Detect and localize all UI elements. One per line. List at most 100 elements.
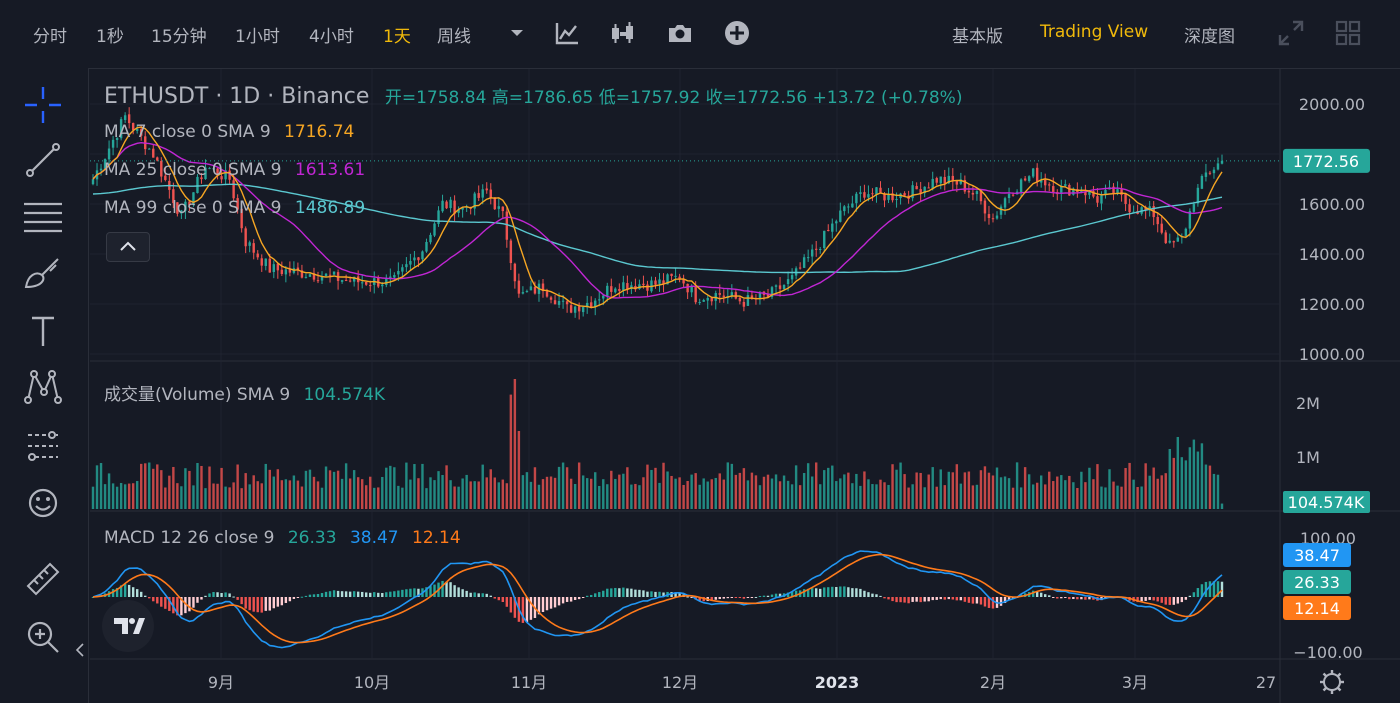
candle	[565, 301, 569, 305]
tradingview-logo[interactable]	[102, 600, 154, 652]
timeframe-1s[interactable]: 1秒	[96, 27, 124, 47]
pattern-icon[interactable]	[22, 366, 64, 408]
prediction-icon[interactable]	[22, 425, 64, 467]
view-tradingview[interactable]: Trading View	[1040, 22, 1149, 42]
macd-histogram-bar	[654, 591, 657, 597]
volume-bar	[457, 486, 460, 509]
volume-bar	[979, 470, 983, 509]
candle	[999, 206, 1003, 215]
volume-axis-label: 2M	[1296, 394, 1320, 413]
macd-histogram-bar	[650, 591, 653, 597]
candle	[513, 263, 517, 282]
macd-histogram-bar	[646, 591, 649, 597]
macd-histogram-bar	[389, 591, 392, 597]
volume-bar	[557, 466, 561, 509]
view-depth[interactable]: 深度图	[1184, 27, 1235, 47]
volume-bar	[794, 465, 798, 509]
ma7-legend[interactable]: MA 7 close 0 SMA 9 1716.74	[104, 122, 354, 142]
macd-histogram-bar	[553, 597, 557, 608]
brush-icon[interactable]	[22, 253, 64, 295]
volume-bar	[220, 467, 223, 509]
timeframe-1d[interactable]: 1天	[383, 27, 411, 47]
trendline-icon[interactable]	[22, 139, 64, 181]
volume-bar	[598, 485, 601, 509]
macd-histogram-bar	[1136, 597, 1139, 603]
timeframe-week[interactable]: 周线	[437, 27, 471, 47]
candle	[686, 283, 689, 293]
candle	[344, 279, 348, 281]
volume-bar	[212, 483, 215, 509]
fullscreen-icon[interactable]	[1277, 18, 1305, 48]
volume-bar	[352, 470, 356, 509]
settings-gear-icon[interactable]	[1320, 670, 1344, 694]
ma99-legend[interactable]: MA 99 close 0 SMA 9 1486.89	[104, 198, 365, 218]
volume-bar	[260, 483, 263, 509]
timeframe-15m[interactable]: 15分钟	[151, 27, 207, 47]
candle	[931, 178, 934, 189]
timeframe-4h[interactable]: 4小时	[309, 27, 354, 47]
macd-histogram-bar	[1044, 594, 1047, 597]
indicators-icon[interactable]	[553, 18, 581, 48]
macd-histogram-bar	[569, 597, 573, 602]
macd-histogram-bar	[111, 589, 115, 597]
macd-badge-label: 38.47	[1294, 546, 1340, 565]
macd-histogram-bar	[1088, 597, 1091, 600]
candle	[1172, 241, 1175, 243]
macd-histogram-bar	[762, 595, 766, 597]
volume-bar	[971, 485, 975, 509]
timeframe-tick[interactable]: 分时	[33, 27, 67, 47]
fib-icon[interactable]	[22, 196, 64, 238]
macd-histogram-bar	[377, 592, 380, 597]
macd-histogram-bar	[268, 597, 271, 611]
layout-icon[interactable]	[1334, 18, 1362, 48]
camera-icon[interactable]	[666, 18, 694, 48]
candle	[1204, 172, 1208, 177]
emoji-icon[interactable]	[22, 482, 64, 524]
candles-icon[interactable]	[609, 18, 637, 48]
dropdown-icon[interactable]	[503, 18, 531, 48]
macd-histogram-bar	[770, 594, 774, 597]
volume-bar	[975, 484, 979, 509]
macd-histogram-bar	[622, 587, 625, 597]
macd-histogram-bar	[806, 588, 810, 597]
volume-bar	[875, 484, 878, 509]
symbol-title[interactable]: ETHUSDT · 1D · Binance	[104, 84, 370, 109]
collapse-legend-button[interactable]	[106, 232, 150, 262]
volume-bar	[517, 431, 521, 509]
volume-bar	[1027, 474, 1031, 509]
zoom-icon[interactable]	[22, 616, 64, 658]
macd-histogram-bar	[1072, 597, 1075, 600]
volume-bar	[963, 472, 967, 509]
volume-bar	[401, 487, 404, 509]
macd-histogram-bar	[614, 587, 617, 597]
candle	[272, 264, 276, 273]
macd-legend[interactable]: MACD 12 26 close 9 26.33 38.47 12.14	[104, 528, 461, 548]
add-icon[interactable]	[723, 18, 751, 48]
volume-bar	[119, 482, 123, 509]
timeframe-1h[interactable]: 1小时	[235, 27, 280, 47]
candle	[1023, 178, 1027, 181]
crosshair-icon[interactable]	[22, 84, 64, 126]
collapse-toolbar-icon[interactable]	[74, 642, 86, 658]
volume-bar	[666, 471, 669, 509]
macd-histogram-bar	[573, 597, 577, 600]
macd-line	[92, 550, 1223, 649]
macd-histogram-bar	[863, 590, 866, 597]
volume-bar	[1172, 457, 1175, 509]
macd-histogram-bar	[634, 589, 637, 597]
view-basic[interactable]: 基本版	[952, 27, 1003, 47]
volume-bar	[710, 479, 713, 509]
macd-histogram-bar	[220, 593, 223, 597]
volume-legend[interactable]: 成交量(Volume) SMA 9 104.574K	[104, 380, 385, 405]
volume-bar	[268, 469, 271, 509]
volume-bar	[891, 464, 894, 509]
volume-bar	[1180, 457, 1184, 509]
text-icon[interactable]	[22, 310, 64, 352]
volume-bar	[819, 484, 822, 509]
ruler-icon[interactable]	[22, 558, 64, 600]
candle	[698, 302, 701, 304]
ma25-legend[interactable]: MA 25 close 0 SMA 9 1613.61	[104, 160, 365, 180]
macd-histogram-bar	[393, 591, 396, 597]
